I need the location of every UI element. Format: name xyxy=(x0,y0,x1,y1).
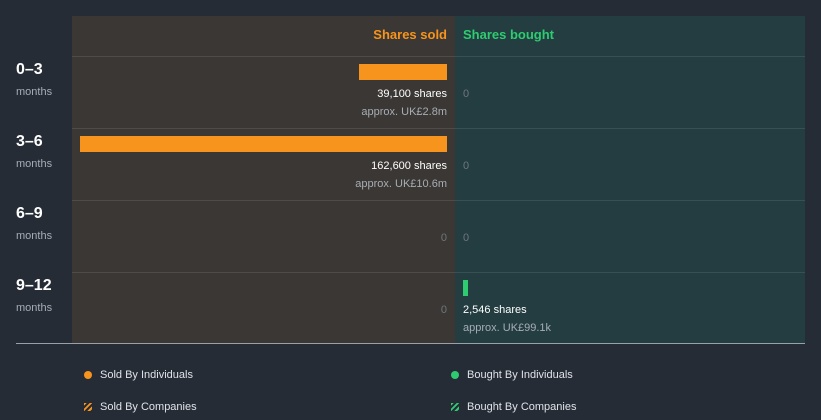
period-unit-label: months xyxy=(16,302,53,314)
legend-dot-icon xyxy=(451,371,459,379)
legend-hatch-icon xyxy=(451,403,459,411)
row-separator xyxy=(72,272,805,273)
shares-bought-panel xyxy=(455,16,805,343)
bought-value-label: approx. UK£99.1k xyxy=(463,322,552,334)
bought-zero-label: 0 xyxy=(463,160,470,172)
sold-zero-label: 0 xyxy=(440,304,447,316)
period-label: 6–9 xyxy=(16,205,43,222)
legend-label: Bought By Individuals xyxy=(467,369,573,381)
row-separator xyxy=(72,128,805,129)
legend-label: Sold By Companies xyxy=(100,401,197,413)
sold-zero-label: 0 xyxy=(440,232,447,244)
row-separator xyxy=(72,200,805,201)
legend-label: Sold By Individuals xyxy=(100,369,193,381)
sold-value-label: approx. UK£10.6m xyxy=(355,178,447,190)
period-label: 3–6 xyxy=(16,133,43,150)
legend-label: Bought By Companies xyxy=(467,401,577,413)
bought-bar xyxy=(463,280,468,296)
legend-item: Bought By Individuals xyxy=(451,368,573,382)
sold-bar xyxy=(359,64,447,80)
sold-shares-label: 39,100 shares xyxy=(377,88,447,100)
bought-shares-label: 2,546 shares xyxy=(463,304,527,316)
legend-dot-icon xyxy=(84,371,92,379)
row-separator xyxy=(72,56,805,57)
shares-sold-header: Shares sold xyxy=(373,27,447,42)
period-unit-label: months xyxy=(16,230,53,242)
bought-zero-label: 0 xyxy=(463,88,470,100)
chart-baseline xyxy=(16,343,805,344)
bought-zero-label: 0 xyxy=(463,232,470,244)
legend-item: Sold By Companies xyxy=(84,400,197,414)
period-unit-label: months xyxy=(16,86,53,98)
sold-bar xyxy=(80,136,447,152)
period-label: 0–3 xyxy=(16,61,43,78)
period-label: 9–12 xyxy=(16,277,52,294)
sold-shares-label: 162,600 shares xyxy=(371,160,447,172)
legend-item: Bought By Companies xyxy=(451,400,576,414)
legend-hatch-icon xyxy=(84,403,92,411)
legend-item: Sold By Individuals xyxy=(84,368,193,382)
shares-bought-header: Shares bought xyxy=(463,27,555,42)
sold-value-label: approx. UK£2.8m xyxy=(361,106,447,118)
period-unit-label: months xyxy=(16,158,53,170)
